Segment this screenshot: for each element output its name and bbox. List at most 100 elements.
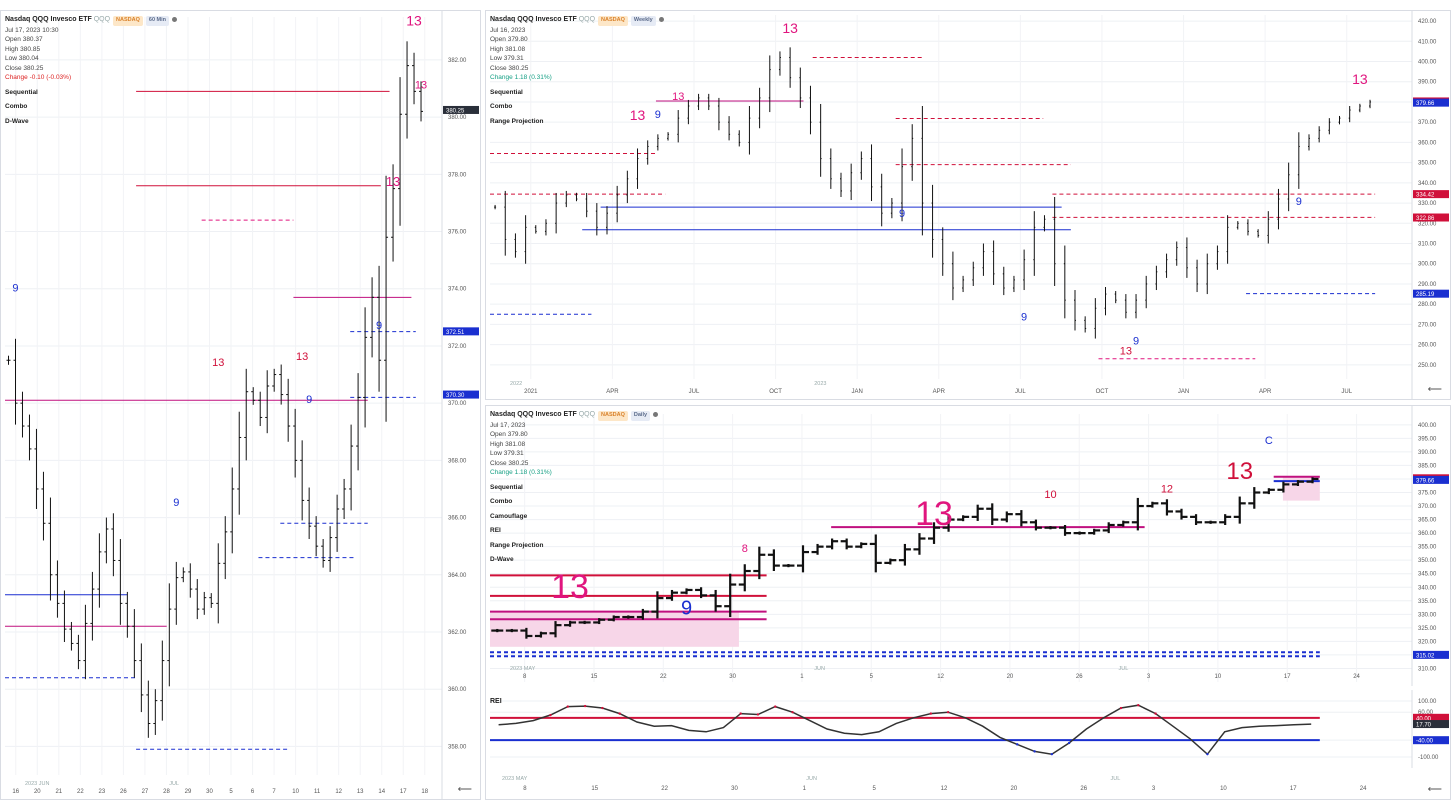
- indicator-range-projection[interactable]: Range Projection: [490, 117, 544, 125]
- td-count-label: 13: [296, 351, 308, 363]
- indicator-combo[interactable]: Combo: [5, 103, 28, 110]
- interval-badge[interactable]: Weekly: [630, 16, 656, 26]
- price-tag: [1413, 475, 1449, 484]
- rei-point: [774, 705, 777, 708]
- x-period-label: 2022: [510, 381, 522, 387]
- hourly-price-chart[interactable]: 358.00 360.00 362.00 364.00 366.00 368.00 370.…: [1, 11, 481, 800]
- x-tick-label: 10: [1220, 786, 1227, 792]
- open-value: Open 379.80: [490, 431, 528, 438]
- x-tick-label: 3: [1152, 786, 1156, 792]
- close-value: Close 380.25: [5, 64, 44, 72]
- y-tick-label: 280.00: [1418, 302, 1437, 308]
- y-tick-label: 362.00: [448, 630, 467, 636]
- high-value: High 381.08: [490, 45, 526, 53]
- weekly-chart-panel[interactable]: Nasdaq QQQ Invesco ETF QQQ NASDAQ Weekly J…: [485, 10, 1451, 400]
- hourly-chart-panel[interactable]: Nasdaq QQQ Invesco ETF QQQ NASDAQ 60 Min J…: [0, 10, 481, 800]
- price-tag-label: 372.51: [446, 330, 465, 336]
- indicator-sequential[interactable]: Sequential: [490, 483, 523, 491]
- x-tick-label: 1: [803, 786, 807, 792]
- td-count-label: 9: [1296, 196, 1302, 208]
- x-tick-label: 6: [251, 789, 255, 795]
- y-tick-label: 260.00: [1418, 343, 1437, 349]
- x-tick-label: 15: [591, 674, 598, 680]
- y-tick-label: 370.00: [1418, 120, 1437, 126]
- rei-point: [583, 704, 587, 708]
- indicator-camouflage[interactable]: Camouflage: [490, 512, 528, 520]
- indicator-sequential[interactable]: Sequential: [5, 88, 38, 96]
- y-tick-label: 60.00: [1418, 710, 1434, 716]
- price-tag: [1413, 98, 1449, 107]
- ticker: QQQ: [578, 16, 596, 23]
- y-tick-label: 410.00: [1418, 39, 1437, 45]
- change-value: Change -0.10 (-0.03%): [5, 74, 72, 81]
- ticker: QQQ: [93, 16, 111, 23]
- interval-badge[interactable]: 60 Min: [145, 16, 170, 26]
- y-tick-label: 382.00: [448, 58, 467, 64]
- x-tick-label: 16: [12, 789, 19, 795]
- low-value: Low 380.04: [5, 55, 39, 62]
- scroll-right-arrow-icon[interactable]: ⟵: [1427, 784, 1442, 795]
- td-count-label: 13: [915, 495, 953, 533]
- y-tick-label: 380.00: [448, 115, 467, 121]
- x-tick-label: 27: [142, 789, 149, 795]
- x-tick-label: 12: [335, 789, 342, 795]
- indicator-rei[interactable]: REI: [490, 527, 501, 534]
- y-tick-label: 360.00: [1418, 140, 1437, 146]
- indicator-dwave[interactable]: D-Wave: [490, 556, 514, 563]
- x-tick-label: 10: [292, 789, 299, 795]
- chart-title: Nasdaq QQQ Invesco ETF QQQ NASDAQ Weekly: [490, 15, 664, 26]
- price-tag-label: 379.66: [1416, 478, 1435, 484]
- x-tick-label: 24: [1353, 674, 1360, 680]
- chart-legend: Nasdaq QQQ Invesco ETF QQQ NASDAQ Daily Ju…: [490, 410, 659, 565]
- y-tick-label: 358.00: [448, 744, 467, 750]
- x-tick-label: 29: [185, 789, 192, 795]
- open-value: Open 380.37: [5, 36, 43, 43]
- x-tick-label: 5: [872, 786, 876, 792]
- x-tick-label: 26: [1080, 786, 1087, 792]
- td-count-label: 13: [386, 174, 400, 189]
- rei-point: [566, 705, 569, 708]
- y-tick-label: 330.00: [1418, 612, 1437, 618]
- x-tick-label: APR: [606, 389, 619, 395]
- indicator-range-projection[interactable]: Range Projection: [490, 541, 544, 549]
- x-tick-label: 5: [870, 674, 874, 680]
- y-tick-label: 335.00: [1418, 599, 1437, 605]
- x-tick-label: APR: [1259, 389, 1272, 395]
- daily-price-chart[interactable]: 310.00315.00320.00325.00330.00335.00340.…: [486, 406, 1451, 686]
- price-tag: [1413, 713, 1449, 722]
- symbol-name: Nasdaq QQQ Invesco ETF: [490, 16, 577, 23]
- price-tag-label: 370.30: [446, 393, 465, 399]
- y-tick-label: 390.00: [1418, 80, 1437, 86]
- scroll-right-arrow-icon[interactable]: ⟵: [1427, 384, 1442, 395]
- daily-chart-panel[interactable]: Nasdaq QQQ Invesco ETF QQQ NASDAQ Daily Ju…: [485, 405, 1451, 800]
- low-value: Low 379.31: [490, 450, 524, 457]
- bar-date: Jul 17, 2023 10:30: [5, 26, 59, 34]
- y-tick-label: 330.00: [1418, 201, 1437, 207]
- y-tick-label: 360.00: [1418, 531, 1437, 537]
- indicator-combo[interactable]: Combo: [490, 498, 513, 505]
- x-tick-label: 15: [591, 786, 598, 792]
- y-tick-label: 368.00: [448, 458, 467, 464]
- interval-badge[interactable]: Daily: [630, 411, 651, 421]
- rei-line: [498, 704, 1312, 756]
- y-tick-label: 378.00: [448, 172, 467, 178]
- scroll-right-arrow-icon[interactable]: ⟵: [457, 784, 472, 795]
- rei-legend: REI: [490, 697, 502, 707]
- x-tick-label: APR: [933, 389, 946, 395]
- indicator-combo[interactable]: Combo: [490, 103, 513, 110]
- td-count-label: 9: [173, 497, 179, 509]
- rei-point: [756, 713, 760, 716]
- td-count-label: 12: [1161, 484, 1173, 496]
- x-tick-label: 8: [523, 786, 527, 792]
- y-tick-label: 320.00: [1418, 639, 1437, 645]
- x-tick-label: 17: [1284, 674, 1291, 680]
- x-tick-label: 17: [400, 789, 407, 795]
- x-period-label: 2023: [814, 381, 826, 387]
- td-count-label: C: [1265, 435, 1273, 447]
- status-dot: [653, 411, 659, 417]
- price-tag: [1413, 213, 1449, 222]
- indicator-dwave[interactable]: D-Wave: [5, 117, 29, 125]
- indicator-sequential[interactable]: Sequential: [490, 88, 523, 96]
- change-value: Change 1.18 (0.31%): [490, 74, 552, 81]
